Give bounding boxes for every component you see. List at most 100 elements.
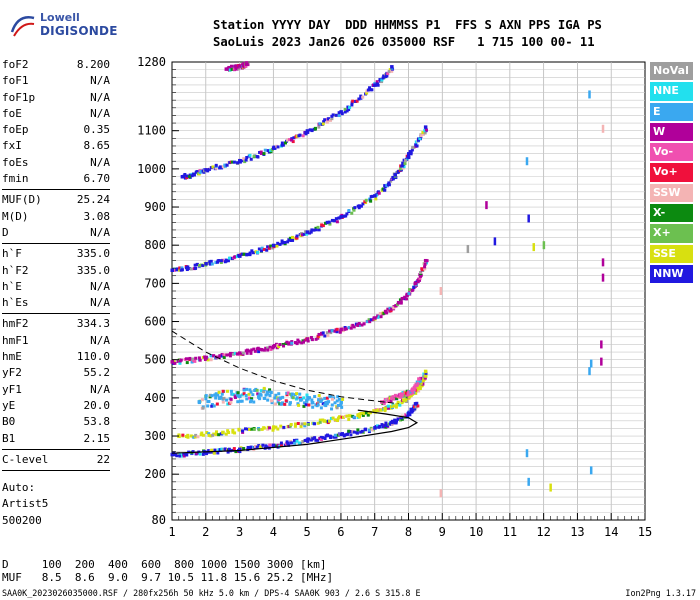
echo-pixel bbox=[242, 392, 246, 396]
echo-pixel bbox=[407, 390, 411, 394]
echo-pixel bbox=[337, 397, 341, 401]
plot-grid bbox=[171, 61, 646, 521]
echo-pixel bbox=[306, 396, 310, 400]
echo-point bbox=[271, 146, 276, 150]
x-tick-label: 6 bbox=[337, 525, 344, 539]
echo-pixel bbox=[293, 424, 297, 428]
echo-pixel bbox=[340, 112, 344, 116]
echo-pixel bbox=[220, 392, 224, 396]
echo-pixel bbox=[311, 437, 315, 441]
echo-pixel bbox=[319, 397, 323, 401]
echo-pixel bbox=[328, 419, 332, 423]
echo-pixel bbox=[285, 440, 289, 444]
echo-pixel bbox=[290, 138, 294, 142]
param-key: D bbox=[2, 225, 9, 239]
isolated-echo bbox=[588, 367, 591, 376]
echo-pixel bbox=[392, 306, 396, 310]
echo-pixel bbox=[414, 405, 418, 409]
echo-pixel bbox=[306, 339, 310, 343]
echo-pixel bbox=[398, 418, 402, 422]
trace-f2-3rd-hop bbox=[170, 125, 428, 273]
echo-pixel bbox=[411, 391, 415, 395]
echo-pixel bbox=[321, 436, 325, 440]
echo-pixel bbox=[230, 392, 234, 396]
echo-pixel bbox=[419, 273, 423, 277]
echo-point bbox=[170, 268, 174, 273]
auto-line1: Auto: bbox=[2, 481, 36, 494]
echo-pixel bbox=[241, 351, 245, 355]
echo-pixel bbox=[240, 159, 244, 163]
echo-pixel bbox=[324, 400, 328, 404]
echo-pixel bbox=[191, 357, 195, 361]
echo-pixel bbox=[231, 430, 235, 434]
param-row: foE N/A bbox=[2, 106, 110, 122]
echo-pixel bbox=[218, 354, 222, 358]
echo-pixel bbox=[380, 423, 384, 427]
echo-pixel bbox=[257, 394, 261, 398]
echo-pixel bbox=[357, 206, 361, 210]
muf-row: MUF 8.5 8.6 9.0 9.7 10.5 11.8 15.6 25.2 … bbox=[2, 571, 334, 584]
echo-pixel bbox=[248, 388, 252, 392]
echo-pixel bbox=[231, 65, 235, 69]
muf-distance-table: D 100 200 400 600 800 1000 1500 3000 [km… bbox=[2, 558, 333, 584]
echo-pixel bbox=[374, 197, 378, 201]
echo-point bbox=[271, 426, 276, 430]
echo-pixel bbox=[302, 396, 306, 400]
echo-pixel bbox=[229, 64, 233, 68]
echo-pixel bbox=[210, 404, 214, 408]
echo-pixel bbox=[385, 311, 389, 315]
echo-traces bbox=[170, 61, 605, 498]
echo-pixel bbox=[250, 348, 254, 352]
echo-pixel bbox=[242, 252, 246, 256]
echo-pixel bbox=[364, 198, 368, 202]
echo-pixel bbox=[349, 326, 353, 330]
echo-pixel bbox=[362, 322, 366, 326]
echo-pixel bbox=[209, 358, 213, 362]
echo-pixel bbox=[185, 268, 189, 272]
echo-pixel bbox=[242, 388, 246, 392]
echo-pixel bbox=[414, 386, 418, 390]
echo-pixel bbox=[205, 431, 209, 435]
echo-pixel bbox=[281, 395, 285, 399]
echo-pixel bbox=[376, 408, 380, 412]
echo-pixel bbox=[400, 417, 404, 421]
echo-pixel bbox=[403, 394, 407, 398]
echo-pixel bbox=[215, 402, 219, 406]
echo-pixel bbox=[281, 401, 285, 405]
echo-pixel bbox=[303, 424, 307, 428]
echo-pixel bbox=[256, 346, 260, 350]
echo-pixel bbox=[190, 174, 194, 178]
echo-pixel bbox=[412, 388, 416, 392]
param-key: foE bbox=[2, 106, 22, 120]
x-tick-label: 1 bbox=[168, 525, 175, 539]
echo-pixel bbox=[195, 170, 199, 174]
echo-point bbox=[170, 452, 174, 457]
echo-pixel bbox=[268, 345, 272, 349]
echo-pixel bbox=[421, 267, 425, 271]
echo-pixel bbox=[262, 247, 266, 251]
echo-pixel bbox=[194, 356, 198, 360]
echo-pixel bbox=[260, 427, 264, 431]
echo-pixel bbox=[284, 399, 288, 403]
echo-pixel bbox=[224, 258, 228, 262]
echo-pixel bbox=[352, 208, 356, 212]
echo-pixel bbox=[231, 428, 235, 432]
echo-pixel bbox=[287, 238, 291, 242]
echo-point bbox=[238, 447, 242, 452]
trace-sporadic-cloud bbox=[197, 386, 345, 411]
echo-pixel bbox=[226, 259, 230, 263]
echo-pixel bbox=[406, 155, 410, 159]
echo-pixel bbox=[368, 86, 372, 90]
echo-pixel bbox=[211, 433, 215, 437]
echo-pixel bbox=[269, 347, 273, 351]
param-key: MUF(D) bbox=[2, 193, 42, 207]
echo-pixel bbox=[242, 157, 246, 161]
params-separator bbox=[2, 243, 110, 245]
echo-pixel bbox=[375, 409, 379, 413]
param-row: h`F 335.0 bbox=[2, 246, 110, 262]
echo-pixel bbox=[224, 432, 228, 436]
echo-pixel bbox=[218, 165, 222, 169]
echo-pixel bbox=[419, 381, 423, 385]
autoscaling-info: Auto: Artist5 500200 bbox=[2, 480, 48, 529]
isolated-echo bbox=[439, 489, 443, 498]
